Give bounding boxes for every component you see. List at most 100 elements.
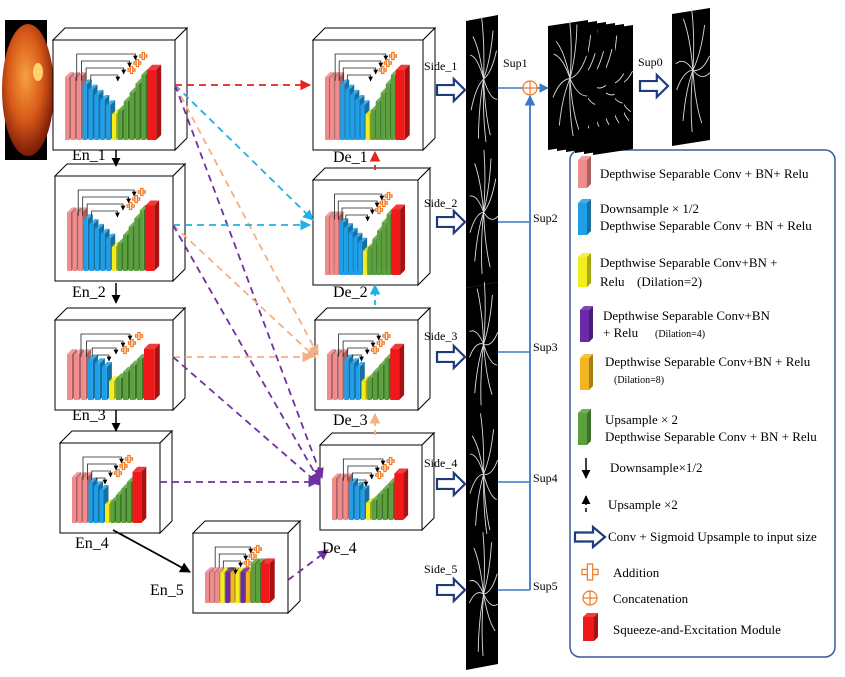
side3-label: Side_3 <box>424 329 457 343</box>
sup2-label: Sup2 <box>533 211 558 225</box>
side1-label: Side_1 <box>424 59 457 73</box>
legend-swatch-yellow <box>578 253 591 287</box>
legend-se-module: Squeeze-and-Excitation Module <box>613 622 781 637</box>
block-de1-addition-0 <box>388 51 397 61</box>
en4-label: En_4 <box>75 535 109 552</box>
de1-label: De_1 <box>333 149 368 166</box>
block-de4-addition-0 <box>386 456 395 466</box>
legend-concatenation-icon <box>582 590 598 606</box>
legend-downsample-line1: Downsample × 1/2 <box>600 201 699 216</box>
side5-conv-arrow <box>435 576 467 604</box>
block-en4-addition-0 <box>124 454 134 464</box>
legend-dil8-note: (Dilation=8) <box>614 375 664 386</box>
side3-output-map <box>466 282 499 420</box>
block-en2-addition-1 <box>132 194 141 204</box>
side1-output-map <box>466 15 498 157</box>
block-de4-addition-1 <box>380 463 390 473</box>
side4-label: Side_4 <box>424 456 457 470</box>
block-en3 <box>53 306 187 412</box>
legend-dil2-line2: Relu <box>600 274 625 289</box>
de3-label: De_3 <box>333 412 368 429</box>
sup0-output-map <box>672 8 711 146</box>
block-en3-addition-0 <box>134 331 144 341</box>
side4-output-map <box>466 412 499 550</box>
block-en1-addition-0 <box>139 51 148 61</box>
concatenation-node <box>522 80 538 96</box>
block-de4-layer-11-red <box>394 468 409 520</box>
sup3-label: Sup3 <box>533 340 558 354</box>
block-en3-layers <box>67 331 160 400</box>
de4-label: De_4 <box>322 540 357 557</box>
block-de3-layer-11-red <box>390 343 405 400</box>
block-de2-layers <box>325 191 406 275</box>
arrow-en4-en5 <box>112 529 191 573</box>
block-de1 <box>311 26 437 152</box>
block-en3-addition-1 <box>127 338 137 348</box>
block-en4-addition-1 <box>119 461 128 471</box>
sup1-label: Sup1 <box>503 56 528 70</box>
block-de4-addition-2 <box>375 470 384 480</box>
block-de3-addition-0 <box>382 331 391 341</box>
legend-dil4-line2: + Relu <box>603 325 639 340</box>
legend-dil2-note: (Dilation=2) <box>637 274 702 289</box>
block-en1-addition-1 <box>133 58 142 68</box>
sup0-conv-arrow <box>638 72 670 100</box>
side2-output-map <box>466 149 499 288</box>
legend-arrow-up: Upsample ×2 <box>608 497 678 512</box>
block-en1-layers <box>65 51 162 140</box>
block-en2 <box>53 162 187 283</box>
side2-label: Side_2 <box>424 196 457 210</box>
block-en5-addition-2 <box>243 558 252 568</box>
skip-en1-de3 <box>174 84 319 356</box>
block-en5-addition-1 <box>248 551 257 561</box>
block-de2-addition-1 <box>379 198 388 208</box>
block-en4 <box>58 429 174 535</box>
legend-dil2-line1: Depthwise Separable Conv+BN + <box>600 255 778 270</box>
skip-en3-de4 <box>172 356 321 486</box>
legend-swatch-purple <box>580 306 593 342</box>
skip-en5-de4 <box>287 549 329 581</box>
block-de3-addition-1 <box>376 338 385 348</box>
legend-arrow-down: Downsample×1/2 <box>610 460 703 475</box>
block-en4-layers <box>72 454 147 523</box>
legend-swatch-blue <box>578 199 591 235</box>
block-de3-addition-2 <box>370 345 380 355</box>
skip-en1-de4 <box>174 84 324 480</box>
block-de1-addition-1 <box>383 58 392 68</box>
legend-addition: Addition <box>613 565 660 580</box>
block-de1-layer-14-red <box>395 64 410 140</box>
side1-conv-arrow <box>435 76 467 104</box>
block-en5 <box>191 519 302 615</box>
sup5-label: Sup5 <box>533 579 558 593</box>
block-en1 <box>51 26 189 152</box>
block-en3-layer-11-red <box>144 343 160 400</box>
skip-en2-de3 <box>172 224 317 359</box>
en1-label: En_1 <box>72 147 106 164</box>
block-en2-layer-14-red <box>145 200 160 271</box>
block-de2-layer-14-red <box>391 204 406 275</box>
block-en1-addition-2 <box>127 65 136 75</box>
block-en4-layer-11-red <box>132 466 147 523</box>
legend-dil4-note: (Dilation=4) <box>655 329 705 340</box>
de2-label: De_2 <box>333 284 368 301</box>
block-en4-addition-2 <box>113 468 123 478</box>
fundus-input-image <box>2 20 54 160</box>
block-en2-addition-2 <box>126 201 135 211</box>
block-de3-layers <box>327 331 405 400</box>
legend-swatch-orange <box>580 354 593 390</box>
legend: Depthwise Separable Conv + BN+ Relu Down… <box>569 149 836 658</box>
block-en5-layers <box>205 544 275 603</box>
concat-stack-map-0 <box>548 19 588 150</box>
side3-conv-arrow <box>435 343 467 371</box>
legend-upsample-line2: Depthwise Separable Conv + BN + Relu <box>605 429 817 444</box>
legend-conv-sigmoid: Conv + Sigmoid Upsample to input size <box>608 529 817 544</box>
block-de3 <box>313 306 432 412</box>
legend-dil4-line1: Depthwise Separable Conv+BN <box>603 308 771 323</box>
block-en2-layers <box>67 187 160 271</box>
block-de2-addition-2 <box>374 205 384 215</box>
skip-en2-de4 <box>172 224 321 483</box>
en3-label: En_3 <box>72 407 106 424</box>
legend-swatch-green <box>578 409 591 445</box>
legend-dil8-line1: Depthwise Separable Conv+BN + Relu <box>605 354 811 369</box>
block-en3-addition-2 <box>120 345 130 355</box>
